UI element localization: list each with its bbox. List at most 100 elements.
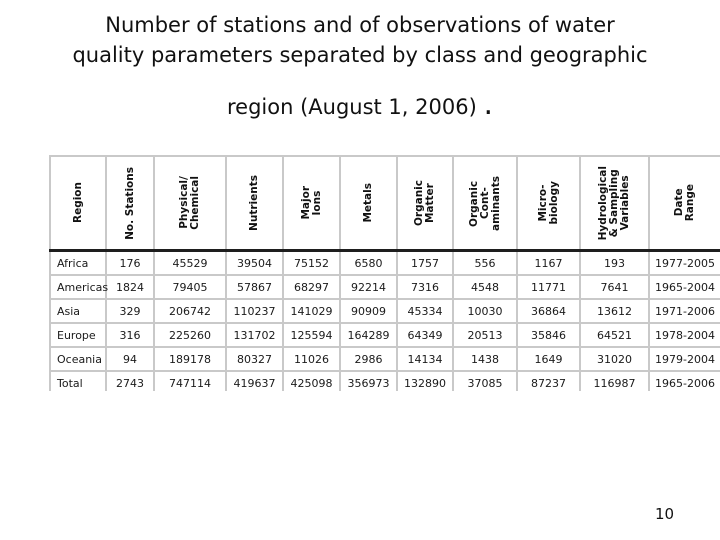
region-cell: Total bbox=[49, 370, 107, 391]
page-number: 10 bbox=[655, 505, 675, 523]
table-cell: 90909 bbox=[339, 298, 398, 324]
table-cell: 329 bbox=[105, 298, 155, 324]
column-header-wrap: Date Range bbox=[650, 157, 720, 249]
table-cell: 39504 bbox=[225, 249, 284, 276]
table-cell: 425098 bbox=[282, 370, 341, 391]
table-cell: 7316 bbox=[396, 274, 454, 300]
table-cell: 92214 bbox=[339, 274, 398, 300]
column-header-label: Micro- biology bbox=[536, 181, 560, 225]
column-header-label: Organic Matter bbox=[413, 179, 436, 226]
column-header: Metals bbox=[339, 155, 398, 252]
table-cell: 68297 bbox=[282, 274, 341, 300]
table-header-row: Region No. Stations Physical/ Chemical Nutr… bbox=[49, 155, 720, 252]
table-cell: 7641 bbox=[579, 274, 650, 300]
table-cell: 132890 bbox=[396, 370, 454, 391]
slide-title: Number of stations and of observations o… bbox=[40, 10, 680, 122]
stations-table-image: Region No. Stations Physical/ Chemical Nutr… bbox=[49, 155, 720, 391]
table-cell: 10030 bbox=[452, 298, 518, 324]
table-row: Asia 329 206742 110237 141029 90909 45334 10030… bbox=[49, 298, 720, 324]
column-header: Major Ions bbox=[282, 155, 341, 252]
title-line-2: quality parameters separated by class an… bbox=[72, 43, 648, 67]
table-cell: 11026 bbox=[282, 346, 341, 372]
column-header-label: Organic Cont- aminants bbox=[467, 175, 502, 231]
column-header-label: Region bbox=[71, 182, 84, 224]
column-header-wrap: Physical/ Chemical bbox=[155, 157, 225, 249]
table-cell: 1977-2005 bbox=[648, 249, 720, 276]
title-line-3: region (August 1, 2006) . bbox=[40, 90, 680, 122]
table-cell: 193 bbox=[579, 249, 650, 276]
table-cell: 35846 bbox=[516, 322, 581, 348]
table-cell: 1965-2004 bbox=[648, 274, 720, 300]
column-header-label: Hydrological & Sampling Variables bbox=[597, 165, 631, 241]
table-cell: 1979-2004 bbox=[648, 346, 720, 372]
table-cell: 125594 bbox=[282, 322, 341, 348]
column-header-label: No. Stations bbox=[123, 166, 136, 240]
table-cell: 79405 bbox=[153, 274, 227, 300]
column-header: Date Range bbox=[648, 155, 720, 252]
table-cell: 45334 bbox=[396, 298, 454, 324]
table-cell: 87237 bbox=[516, 370, 581, 391]
table-cell: 110237 bbox=[225, 298, 284, 324]
column-header: Organic Matter bbox=[396, 155, 454, 252]
column-header-wrap: Major Ions bbox=[284, 157, 339, 249]
table-cell: 131702 bbox=[225, 322, 284, 348]
table-row: Oceania 94 189178 80327 11026 2986 14134 1438 16… bbox=[49, 346, 720, 372]
table-cell: 316 bbox=[105, 322, 155, 348]
table-cell: 2986 bbox=[339, 346, 398, 372]
table-cell: 14134 bbox=[396, 346, 454, 372]
table-cell: 2743 bbox=[105, 370, 155, 391]
column-header-label: Physical/ Chemical bbox=[178, 176, 201, 230]
table-cell: 1824 bbox=[105, 274, 155, 300]
column-header: Organic Cont- aminants bbox=[452, 155, 518, 252]
column-header-wrap: Hydrological & Sampling Variables bbox=[581, 157, 648, 249]
table-cell: 164289 bbox=[339, 322, 398, 348]
title-line-3-text: region (August 1, 2006) bbox=[226, 95, 477, 119]
column-header-wrap: No. Stations bbox=[107, 157, 153, 249]
table-cell: 116987 bbox=[579, 370, 650, 391]
column-header-wrap: Organic Matter bbox=[398, 157, 452, 249]
table-row: Americas 1824 79405 57867 68297 92214 7316 4548… bbox=[49, 274, 720, 300]
column-header-wrap: Nutrients bbox=[227, 157, 282, 249]
column-header-label: Nutrients bbox=[248, 175, 260, 231]
table-cell: 176 bbox=[105, 249, 155, 276]
table-cell: 1978-2004 bbox=[648, 322, 720, 348]
table-cell: 356973 bbox=[339, 370, 398, 391]
table-cell: 80327 bbox=[225, 346, 284, 372]
column-header-label: Metals bbox=[362, 183, 374, 223]
table-cell: 1965-2006 bbox=[648, 370, 720, 391]
table-cell: 1757 bbox=[396, 249, 454, 276]
title-line-1: Number of stations and of observations o… bbox=[105, 13, 615, 37]
column-header: No. Stations bbox=[105, 155, 155, 252]
column-header: Region bbox=[49, 155, 107, 252]
table-row: Africa 176 45529 39504 75152 6580 1757 556 1167 1… bbox=[49, 249, 720, 276]
column-header: Hydrological & Sampling Variables bbox=[579, 155, 650, 252]
table-cell: 141029 bbox=[282, 298, 341, 324]
table-cell: 64521 bbox=[579, 322, 650, 348]
table-cell: 94 bbox=[105, 346, 155, 372]
table-cell: 419637 bbox=[225, 370, 284, 391]
region-cell: Asia bbox=[49, 298, 107, 324]
table-cell: 75152 bbox=[282, 249, 341, 276]
region-cell: Americas bbox=[49, 274, 108, 300]
table-cell: 64349 bbox=[396, 322, 454, 348]
table-cell: 36864 bbox=[516, 298, 581, 324]
table-cell: 189178 bbox=[153, 346, 227, 372]
region-cell: Oceania bbox=[49, 346, 107, 372]
table-body: Africa 176 45529 39504 75152 6580 1757 556 1167 1… bbox=[49, 249, 720, 391]
table-cell: 45529 bbox=[153, 249, 227, 276]
column-header-label: Date Range bbox=[673, 184, 696, 222]
table-cell: 206742 bbox=[153, 298, 227, 324]
stations-table: Region No. Stations Physical/ Chemical Nutr… bbox=[49, 155, 720, 391]
table-cell: 1167 bbox=[516, 249, 581, 276]
table-cell: 1971-2006 bbox=[648, 298, 720, 324]
table-cell: 13612 bbox=[579, 298, 650, 324]
column-header-wrap: Region bbox=[51, 157, 105, 249]
table-cell: 1649 bbox=[516, 346, 581, 372]
table-row: Total 2743 747114 419637 425098 356973 132890 3… bbox=[49, 370, 720, 391]
table-cell: 20513 bbox=[452, 322, 518, 348]
table-cell: 37085 bbox=[452, 370, 518, 391]
table-cell: 556 bbox=[452, 249, 518, 276]
table-cell: 4548 bbox=[452, 274, 518, 300]
region-cell: Europe bbox=[49, 322, 107, 348]
table-cell: 747114 bbox=[153, 370, 227, 391]
